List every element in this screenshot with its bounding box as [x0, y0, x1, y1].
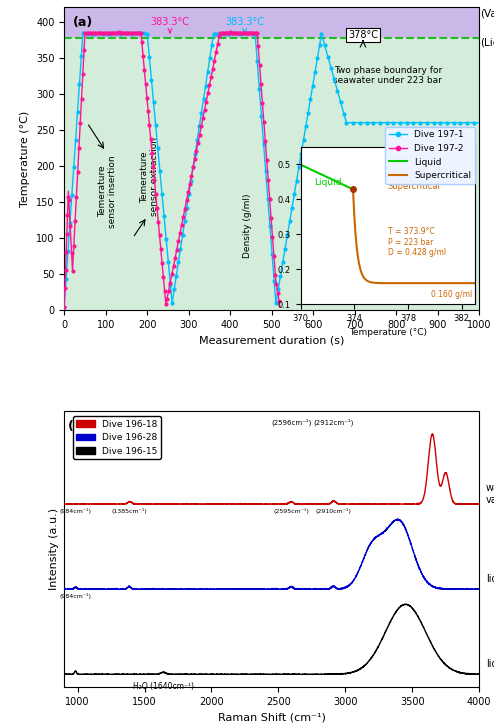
Text: (984cm⁻¹): (984cm⁻¹)	[59, 593, 91, 599]
Text: (1389cm⁻¹): (1389cm⁻¹)	[109, 419, 150, 427]
Text: liquid: liquid	[486, 574, 494, 584]
Legend: Dive 197-1, Dive 197-2, Liquid, Supercritical: Dive 197-1, Dive 197-2, Liquid, Supercri…	[385, 127, 475, 184]
Bar	[64, 7, 479, 38]
Text: 383.3°C: 383.3°C	[151, 17, 190, 33]
Text: (Liquid): (Liquid)	[480, 38, 494, 48]
Text: water
vapour: water vapour	[486, 483, 494, 505]
X-axis label: Measurement duration (s): Measurement duration (s)	[199, 335, 344, 346]
Legend: Dive 196-18, Dive 196-28, Dive 196-15: Dive 196-18, Dive 196-28, Dive 196-15	[73, 416, 161, 459]
Text: liquid: liquid	[486, 659, 494, 669]
Y-axis label: Intensity (a.u.): Intensity (a.u.)	[49, 508, 59, 590]
Text: H₂O (1640cm⁻¹): H₂O (1640cm⁻¹)	[133, 682, 194, 691]
Text: (Vapor): (Vapor)	[480, 9, 494, 20]
Y-axis label: Temperature (°C): Temperature (°C)	[20, 111, 30, 207]
Text: (2596cm⁻¹): (2596cm⁻¹)	[271, 419, 311, 427]
Text: (a): (a)	[73, 17, 93, 30]
Text: (2910cm⁻¹): (2910cm⁻¹)	[315, 508, 351, 514]
Text: Two phase boundary for
seawater under 223 bar: Two phase boundary for seawater under 22…	[333, 66, 442, 85]
Text: Temerature
sensor extraction: Temerature sensor extraction	[140, 137, 159, 216]
Text: Temerature
sensor insertion: Temerature sensor insertion	[98, 155, 118, 228]
Text: (c): (c)	[68, 419, 87, 432]
Text: (2912cm⁻¹): (2912cm⁻¹)	[313, 419, 354, 427]
Text: 383.3°C: 383.3°C	[225, 17, 264, 33]
Text: (984cm⁻¹): (984cm⁻¹)	[59, 508, 91, 514]
Text: (2595cm⁻¹): (2595cm⁻¹)	[273, 508, 309, 514]
X-axis label: Raman Shift (cm⁻¹): Raman Shift (cm⁻¹)	[218, 712, 326, 722]
Text: (1385cm⁻¹): (1385cm⁻¹)	[111, 508, 147, 514]
Bar	[64, 38, 479, 310]
Text: 378°C: 378°C	[348, 30, 378, 40]
